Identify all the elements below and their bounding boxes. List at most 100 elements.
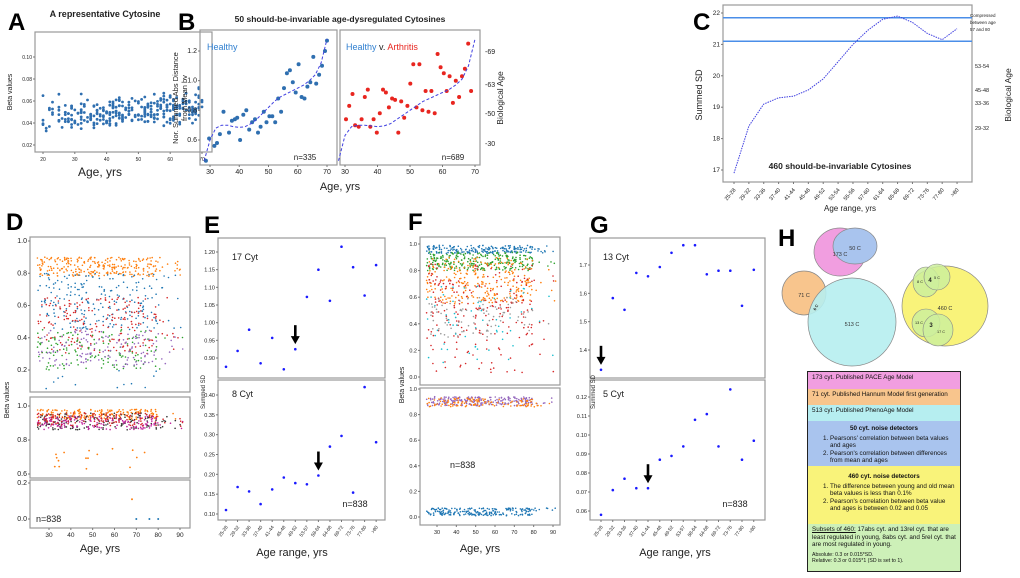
data-point [436, 510, 439, 512]
data-point [140, 420, 142, 422]
data-point [453, 263, 455, 266]
data-point [43, 261, 46, 263]
data-point [74, 309, 77, 312]
data-point [135, 361, 137, 363]
data-point [102, 118, 105, 121]
data-point [57, 367, 59, 369]
data-point [515, 400, 517, 402]
data-point [150, 412, 153, 415]
data-point [164, 362, 167, 365]
data-point [67, 257, 70, 260]
data-point [480, 286, 483, 288]
data-point [70, 362, 72, 364]
data-point [436, 403, 439, 405]
data-point [524, 258, 527, 260]
data-point [521, 268, 524, 271]
data-point [434, 404, 436, 406]
data-point [57, 428, 60, 431]
n-label: n=838 [722, 499, 747, 509]
data-point [449, 514, 452, 516]
data-point [521, 514, 524, 516]
data-point [459, 333, 461, 336]
data-point [111, 110, 115, 114]
data-point [484, 512, 487, 515]
data-point [135, 260, 137, 263]
data-point [52, 427, 54, 429]
data-point [484, 291, 487, 294]
data-point [45, 413, 48, 416]
data-point [184, 99, 188, 103]
data-point [499, 320, 502, 322]
data-point [510, 405, 512, 407]
data-point [436, 324, 438, 326]
summed-sd-point [635, 486, 638, 490]
data-point [140, 408, 142, 411]
data-point [36, 416, 39, 419]
data-point [459, 511, 462, 513]
cyt-count-label: 17 Cyt [232, 252, 259, 262]
data-point [76, 359, 78, 361]
data-point [78, 408, 81, 411]
data-point [496, 297, 499, 300]
data-point [105, 420, 108, 423]
data-point [61, 335, 63, 338]
data-point [123, 316, 126, 319]
data-point [474, 285, 476, 287]
data-point [42, 409, 44, 411]
data-point [67, 414, 69, 417]
data-point [139, 345, 142, 348]
data-point [486, 401, 488, 403]
data-point [433, 399, 436, 401]
data-point [48, 304, 51, 307]
arthritis-point [347, 103, 352, 108]
data-point [474, 346, 477, 348]
data-point [98, 266, 100, 268]
y-tick-label: 1.6 [579, 291, 587, 297]
data-point [45, 414, 48, 417]
data-point [113, 263, 116, 266]
data-point [515, 513, 518, 515]
data-point [427, 397, 430, 400]
data-point [475, 307, 478, 310]
data-point [144, 338, 147, 341]
data-point [79, 127, 83, 130]
data-point [467, 257, 470, 260]
data-point [504, 267, 506, 270]
panel-f-ylabel: Beta values [399, 366, 406, 403]
x-tick-label: 40 [235, 169, 243, 176]
data-point [82, 361, 85, 364]
data-point [507, 399, 510, 401]
data-point [434, 260, 437, 263]
data-point [520, 399, 523, 402]
data-point [126, 338, 129, 340]
data-point [463, 315, 465, 317]
data-point [521, 321, 523, 324]
data-point [509, 292, 511, 295]
data-point [155, 319, 157, 321]
data-point [57, 302, 60, 304]
data-point [548, 268, 550, 271]
data-point [131, 346, 133, 348]
data-point [509, 246, 511, 249]
data-point [489, 262, 492, 264]
data-point [51, 107, 54, 111]
data-point [177, 297, 179, 300]
data-point [44, 298, 46, 300]
data-point [501, 331, 504, 333]
data-point [88, 449, 90, 452]
data-point [515, 256, 517, 259]
data-point [111, 263, 114, 266]
data-point [102, 331, 105, 333]
data-point [471, 397, 474, 399]
data-point [67, 117, 70, 121]
data-point [133, 260, 135, 263]
data-point [472, 269, 474, 272]
data-point [512, 262, 514, 265]
data-point [469, 403, 472, 406]
panel-d-bottom-plot [29, 479, 191, 529]
data-point [440, 255, 442, 258]
n-label: n=689 [442, 153, 465, 162]
data-point [46, 409, 48, 412]
summed-sd-point [351, 265, 355, 269]
data-point [98, 349, 101, 351]
